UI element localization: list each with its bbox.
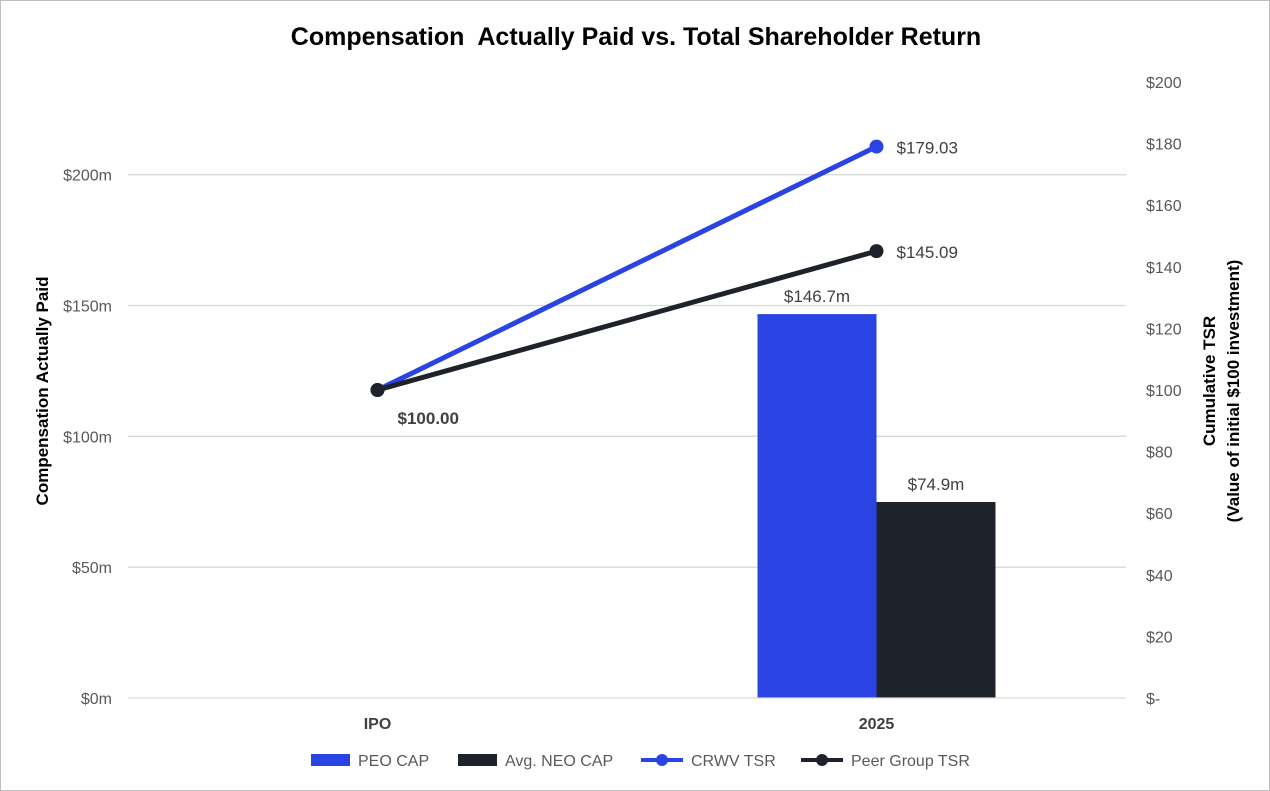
tsr-lines: $179.03 $100.00 $145.09 bbox=[370, 139, 958, 428]
y2-tick-label: $40 bbox=[1146, 568, 1173, 585]
y-tick-label: $100m bbox=[63, 429, 112, 446]
y2-tick-label: $180 bbox=[1146, 137, 1182, 154]
line-marker bbox=[869, 139, 884, 154]
bar-peo-cap bbox=[757, 314, 877, 698]
y2-tick-label: $200 bbox=[1146, 75, 1182, 92]
legend-label: Peer Group TSR bbox=[851, 753, 970, 770]
y2-axis-ticks: $- $20 $40 $60 $80 $100 $120 $140 $160 $180 $200 bbox=[1146, 75, 1182, 708]
line-data-label: $179.03 bbox=[897, 139, 958, 158]
category-label: IPO bbox=[364, 716, 392, 733]
y-tick-label: $150m bbox=[63, 299, 112, 316]
y2-tick-label: $80 bbox=[1146, 445, 1173, 462]
chart-title: Compensation Actually Paid vs. Total Sha… bbox=[291, 23, 981, 51]
y2-tick-label: $- bbox=[1146, 691, 1160, 708]
y-axis-title: Compensation Actually Paid bbox=[33, 277, 52, 506]
legend-label: Avg. NEO CAP bbox=[505, 753, 613, 770]
y2-tick-label: $20 bbox=[1146, 629, 1173, 646]
x-axis-categories: IPO 2025 bbox=[364, 716, 895, 733]
y2-tick-label: $140 bbox=[1146, 260, 1182, 277]
bar-data-label: $74.9m bbox=[908, 475, 965, 494]
y2-axis-title-line2: (Value of initial $100 investment) bbox=[1224, 260, 1243, 523]
line-data-label: $145.09 bbox=[897, 243, 958, 262]
legend-swatch bbox=[458, 754, 497, 766]
line-peer-group-tsr bbox=[375, 248, 879, 393]
legend-swatch bbox=[311, 754, 350, 766]
bar-data-label: $146.7m bbox=[784, 287, 850, 306]
category-label: 2025 bbox=[859, 716, 895, 733]
legend: PEO CAP Avg. NEO CAP CRWV TSR Peer Group TS… bbox=[311, 753, 970, 770]
y-tick-label: $50m bbox=[72, 560, 112, 577]
legend-marker bbox=[816, 754, 828, 766]
legend-label: PEO CAP bbox=[358, 753, 429, 770]
line-crwv-tsr bbox=[375, 144, 879, 393]
y-axis-ticks: $0m $50m $100m $150m $200m bbox=[63, 168, 112, 708]
y-tick-label: $200m bbox=[63, 168, 112, 185]
bars: $146.7m $74.9m bbox=[757, 287, 996, 698]
y2-tick-label: $160 bbox=[1146, 198, 1182, 215]
y2-tick-label: $60 bbox=[1146, 506, 1173, 523]
legend-label: CRWV TSR bbox=[691, 753, 776, 770]
y2-tick-label: $100 bbox=[1146, 383, 1182, 400]
line-marker bbox=[370, 383, 385, 397]
y2-tick-label: $120 bbox=[1146, 321, 1182, 338]
y2-axis-title-line1: Cumulative TSR bbox=[1200, 316, 1219, 446]
line-marker bbox=[869, 244, 884, 259]
legend-marker bbox=[656, 754, 668, 766]
y-tick-label: $0m bbox=[81, 691, 112, 708]
line-data-label: $100.00 bbox=[398, 409, 459, 428]
bar-avg-neo-cap bbox=[876, 502, 996, 698]
